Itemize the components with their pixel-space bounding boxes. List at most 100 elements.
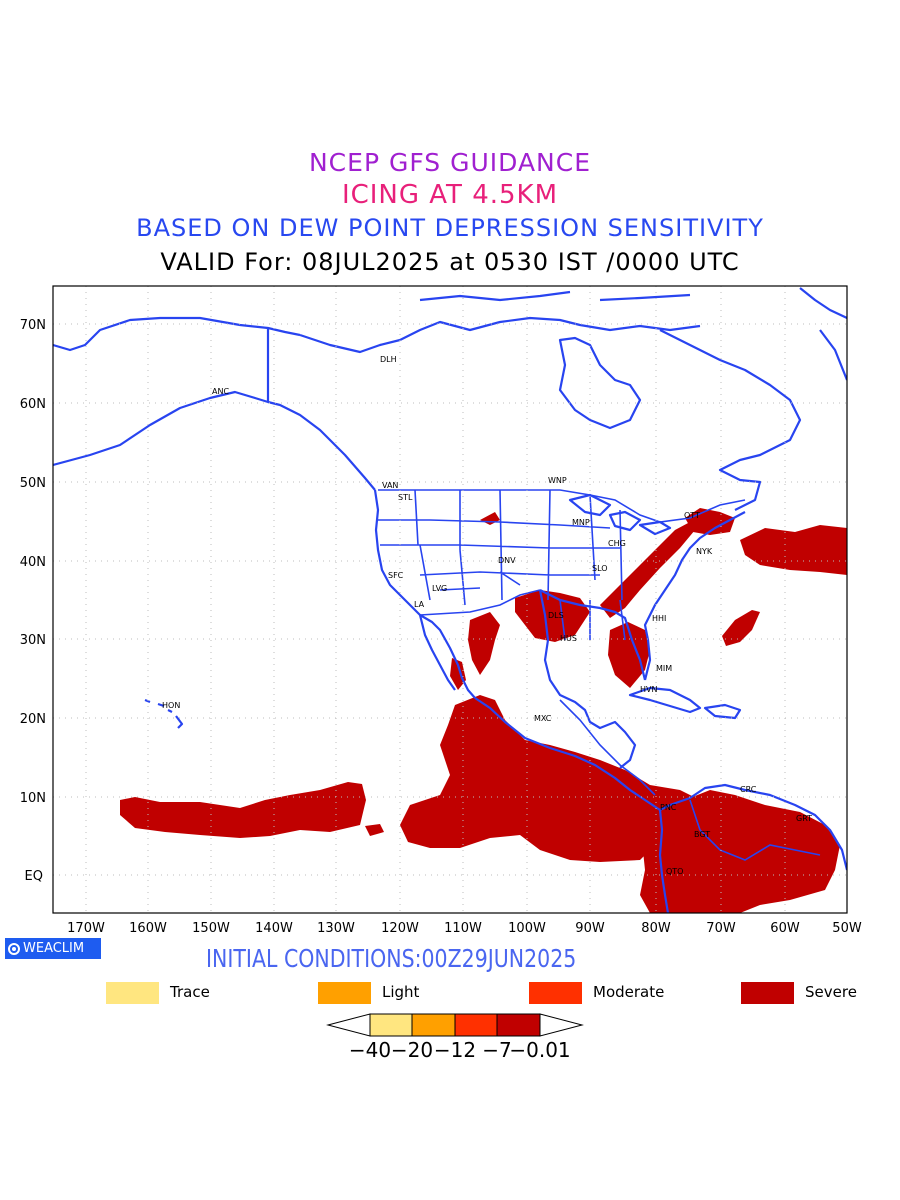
title-method: BASED ON DEW POINT DEPRESSION SENSITIVIT… [136,214,764,242]
station-mnp: MNP [572,518,590,527]
station-dlh: DLH [380,355,397,364]
border-canada-us [378,489,746,523]
coast-hudson-bay [558,336,642,430]
y-label: 60N [20,397,46,412]
y-label: 50N [20,476,46,491]
coast-arctic-canada [299,290,701,354]
title-valid-time: VALID For: 08JUL2025 at 0530 IST /0000 U… [160,248,740,276]
colorbar-tick-label: −12 [433,1038,477,1062]
y-label: 40N [20,555,46,570]
station-hus: HUS [560,634,577,643]
x-label: 50W [832,921,862,936]
legend-label: Light [382,983,420,1001]
station-ott: OTT [684,511,700,520]
x-label: 160W [129,921,167,936]
great-lakes [568,493,672,536]
station-crc: CRC [740,785,757,794]
border-central-america [559,699,656,796]
colorbar-segment-light [411,1013,456,1037]
icing-baja [450,658,466,690]
station-mim: MIM [656,664,672,673]
icing-atlantic-east [740,525,847,575]
colorbar-high-arrow [539,1013,584,1037]
logo-ring-icon [8,942,20,955]
legend-swatch [741,982,794,1004]
station-hvn: HVN [640,685,657,694]
x-label: 170W [67,921,105,936]
colorbar [326,1013,584,1037]
icing-south-america [640,790,840,913]
x-label: 80W [641,921,671,936]
map-frame [52,285,848,914]
x-label: 130W [317,921,355,936]
legend-swatch [106,982,159,1004]
x-axis-labels: 170W 160W 150W 140W 130W 120W 110W 100W … [67,921,862,936]
colorbar-segment-moderate [454,1013,498,1037]
coast-mexico-pacific [474,697,661,811]
station-hon: HON [162,701,180,710]
legend-label: Trace [170,983,210,1001]
station-mxc: MXC [534,714,552,723]
x-label: 90W [575,921,605,936]
graticule [53,286,847,913]
border-south-america [689,799,821,861]
legend-label: Severe [805,983,857,1001]
y-label: EQ [25,869,43,884]
station-lvg: LVG [432,584,447,593]
station-la: LA [414,600,425,609]
colorbar-segment-severe [496,1013,541,1037]
station-grt: GRT [796,814,812,823]
station-slo: SLO [592,564,608,573]
coast-greenland [799,287,847,381]
icing-appalachians [600,522,695,618]
station-qto: QTO [666,867,683,876]
station-van: VAN [382,481,398,490]
colorbar-tick-label: −7 [482,1038,512,1062]
coast-alaska [53,316,376,491]
coast-us-east [643,511,746,681]
icing-regions [120,508,847,913]
y-axis-labels: 70N 60N 50N 40N 30N 20N 10N EQ [20,318,46,884]
coastlines [53,287,847,913]
title-model: NCEP GFS GUIDANCE [308,148,591,177]
colorbar-tick-label: −0.01 [509,1038,571,1062]
colorbar-low-arrow [326,1013,371,1037]
station-bgt: BGT [694,830,710,839]
x-label: 60W [770,921,800,936]
icing-mexico-ctam [400,695,720,870]
political-borders [378,489,821,861]
icing-east-pacific [120,782,366,838]
station-chg: CHG [608,539,626,548]
us-state-lines [378,489,626,641]
colorbar-tick-label: −20 [390,1038,434,1062]
station-pnc: PNC [660,803,677,812]
station-stl: STL [398,493,413,502]
legend-swatch [318,982,371,1004]
logo-text: WEACLIM [23,941,85,956]
coast-labrador [659,329,802,511]
colorbar-tick-label: −40 [348,1038,392,1062]
legend-swatch [529,982,582,1004]
icing-atlantic-mid [722,610,760,646]
icing-florida [608,622,650,688]
icing-small-2 [365,824,384,836]
coast-gulf [538,589,647,769]
colorbar-labels: −40 −20 −12 −7 −0.01 [0,1038,900,1064]
weaclim-logo: WEACLIM [5,938,101,959]
station-wnp: WNP [548,476,567,485]
x-label: 110W [444,921,482,936]
station-anc: ANC [212,387,229,396]
initial-conditions: INITIAL CONDITIONS:00Z29JUN2025 [205,944,577,973]
x-label: 140W [255,921,293,936]
station-hhi: HHI [652,614,666,623]
y-label: 70N [20,318,46,333]
y-label: 20N [20,712,46,727]
coast-cuba [628,686,702,714]
station-nyk: NYK [696,547,713,556]
title-product: ICING AT 4.5KM [341,180,559,210]
x-label: 70W [706,921,736,936]
station-sfc: SFC [388,571,404,580]
coast-baja [418,614,456,691]
x-label: 120W [381,921,419,936]
